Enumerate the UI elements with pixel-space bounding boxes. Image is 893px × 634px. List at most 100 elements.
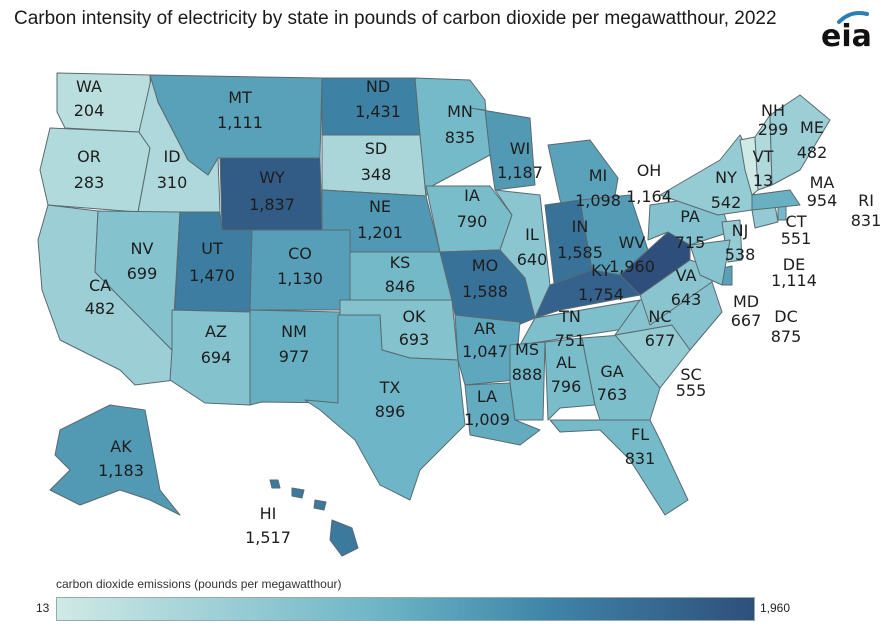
state-abbr-label-la: LA [477,387,497,406]
state-abbr-label-tx: TX [379,378,401,397]
eia-logo: eia [821,11,872,52]
state-value-label-tx: 896 [375,402,406,421]
state-fl[interactable] [549,419,689,516]
state-value-label-vt: 13 [753,171,773,190]
state-tx[interactable] [304,314,466,501]
state-abbr-label-ri: RI [858,191,874,210]
state-abbr-label-id: ID [163,147,180,166]
state-abbr-label-vt: VT [753,147,774,166]
state-value-label-ct: 551 [781,229,812,248]
state-abbr-label-nc: NC [648,307,671,326]
state-value-label-tn: 751 [555,331,586,350]
state-wa[interactable] [56,72,153,133]
state-abbr-label-ok: OK [402,307,426,326]
state-value-label-dc: 875 [771,327,802,346]
state-value-label-de: 1,114 [771,271,817,290]
state-value-label-ma: 954 [807,191,838,210]
state-abbr-label-ma: MA [810,173,835,192]
state-value-label-sc: 555 [676,381,707,400]
state-abbr-label-nm: NM [281,322,307,341]
state-abbr-label-ny: NY [715,168,737,187]
state-value-label-nm: 977 [279,347,310,366]
state-value-label-pa: 715 [675,233,706,252]
state-ma[interactable] [751,189,801,211]
state-value-label-nd: 1,431 [355,102,401,121]
state-value-label-sd: 348 [361,165,392,184]
state-value-label-ut: 1,470 [189,266,235,285]
state-value-label-ne: 1,201 [357,223,403,242]
legend-min-label: 13 [36,601,50,615]
legend-title: carbon dioxide emissions (pounds per meg… [56,577,342,591]
state-value-label-wv: 1,960 [609,257,655,276]
state-abbr-label-ar: AR [474,319,496,338]
state-abbr-label-ca: CA [89,276,111,295]
state-value-label-wi: 1,187 [497,163,543,182]
state-value-label-va: 643 [671,290,702,309]
state-value-label-az: 694 [201,348,232,367]
state-value-label-oh: 1,164 [626,187,672,206]
state-value-label-ms: 888 [512,365,543,384]
state-abbr-label-wy: WY [259,168,285,187]
state-value-label-mo: 1,588 [462,282,508,301]
state-abbr-label-nd: ND [366,77,390,96]
state-value-label-ri: 831 [851,211,882,230]
state-value-label-ia: 790 [457,212,488,231]
state-value-label-id: 310 [157,173,188,192]
state-value-label-mn: 835 [445,128,476,147]
state-hi[interactable] [269,479,359,557]
state-abbr-label-in: IN [572,217,589,236]
state-abbr-label-va: VA [676,266,697,285]
state-value-label-il: 640 [517,250,548,269]
state-abbr-label-ct: CT [786,212,807,231]
state-value-label-md: 667 [731,311,762,330]
state-abbr-label-mt: MT [228,88,252,107]
state-nm[interactable] [249,309,341,406]
state-abbr-label-mo: MO [472,256,498,275]
state-abbr-label-ks: KS [390,253,411,272]
state-value-label-mt: 1,111 [217,113,263,132]
state-abbr-label-nv: NV [131,239,154,258]
state-value-label-fl: 831 [625,449,656,468]
state-value-label-wy: 1,837 [249,195,295,214]
state-value-label-ks: 846 [385,277,416,296]
state-vt[interactable] [739,136,759,196]
state-value-label-al: 796 [551,377,582,396]
state-mt[interactable] [149,74,323,176]
state-abbr-label-al: AL [556,353,576,372]
state-abbr-label-wa: WA [76,77,102,96]
state-abbr-label-nj: NJ [732,221,749,240]
state-il[interactable] [494,189,551,319]
state-abbr-label-mn: MN [447,102,473,121]
state-md[interactable] [689,239,731,286]
state-abbr-label-ut: UT [201,239,223,258]
state-value-label-nh: 299 [758,120,789,139]
state-value-label-ar: 1,047 [462,342,508,361]
state-ak[interactable] [49,404,181,516]
state-abbr-label-md: MD [733,292,759,311]
state-value-label-ky: 1,754 [578,285,624,304]
state-value-label-ga: 763 [597,385,628,404]
state-abbr-label-sd: SD [365,139,387,158]
state-abbr-label-az: AZ [205,322,227,341]
state-abbr-label-or: OR [77,147,101,166]
state-abbr-label-nh: NH [761,101,785,120]
legend-color-bar [56,597,755,621]
state-mn[interactable] [414,77,491,197]
state-or[interactable] [39,127,151,213]
state-abbr-label-ia: IA [464,186,480,205]
state-al[interactable] [544,337,596,421]
state-value-label-me: 482 [797,143,828,162]
state-value-label-ok: 693 [399,330,430,349]
state-abbr-label-sc: SC [680,365,701,384]
state-value-label-wa: 204 [74,101,105,120]
state-value-label-ny: 542 [711,193,742,212]
state-value-label-hi: 1,517 [245,528,291,547]
state-ar[interactable] [454,314,521,386]
state-value-label-ca: 482 [85,299,116,318]
state-ms[interactable] [509,341,546,421]
state-abbr-label-tn: TN [558,307,581,326]
state-me[interactable] [769,94,831,186]
state-abbr-label-co: CO [288,244,312,263]
state-abbr-label-me: ME [800,118,824,137]
state-value-label-mi: 1,098 [575,191,621,210]
